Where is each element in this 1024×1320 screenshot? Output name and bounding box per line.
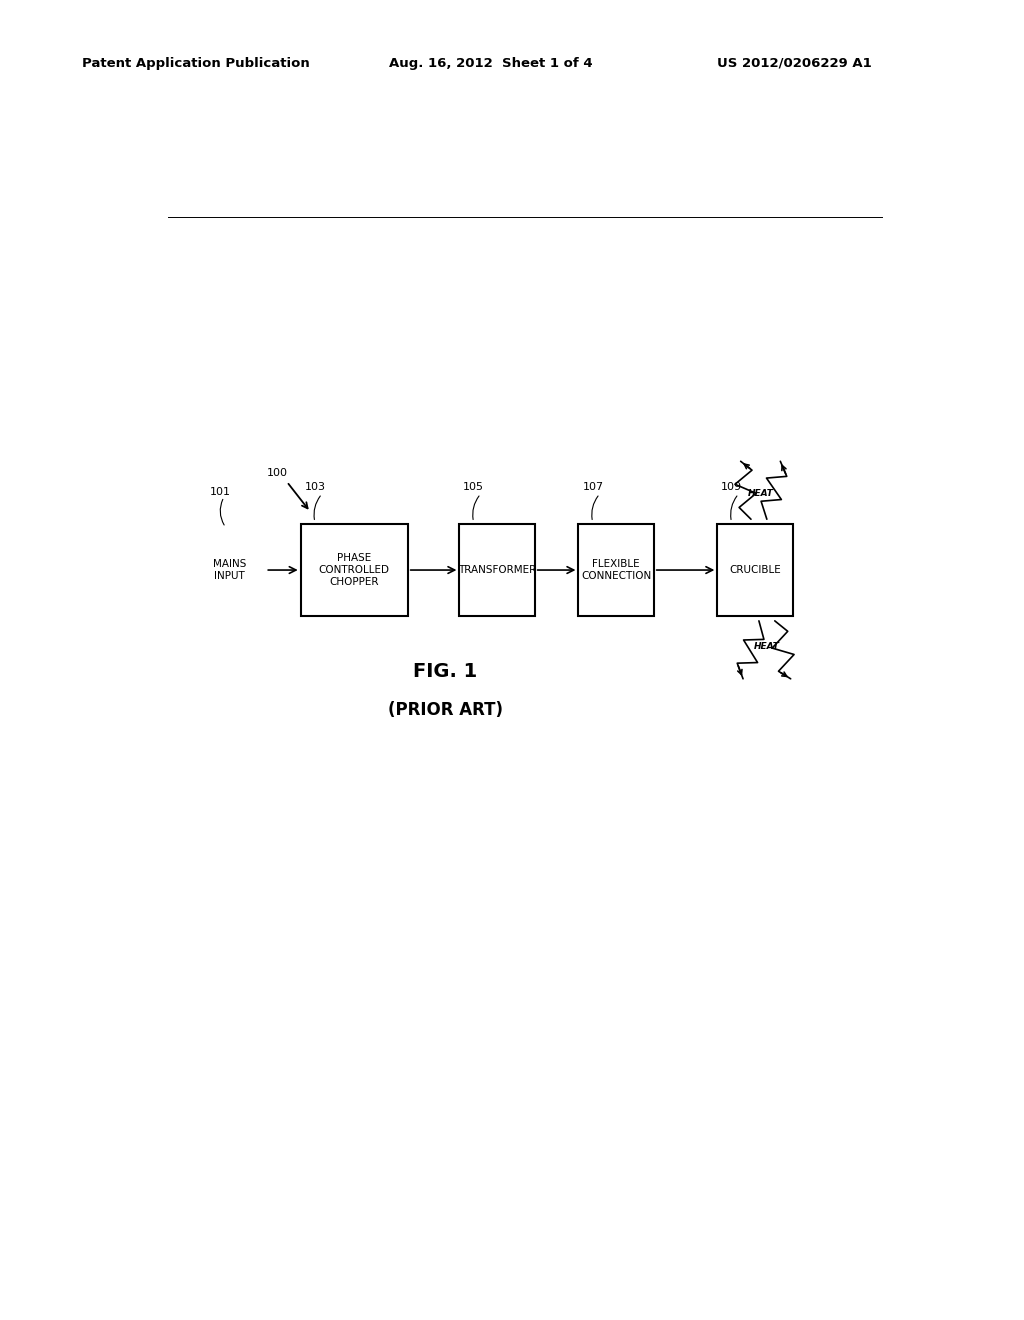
Text: FLEXIBLE
CONNECTION: FLEXIBLE CONNECTION <box>581 560 651 581</box>
Text: Patent Application Publication: Patent Application Publication <box>82 57 309 70</box>
Text: PHASE
CONTROLLED
CHOPPER: PHASE CONTROLLED CHOPPER <box>318 553 390 586</box>
Text: 105: 105 <box>463 482 484 492</box>
Text: HEAT: HEAT <box>748 490 773 499</box>
Text: 100: 100 <box>267 469 288 478</box>
Text: 109: 109 <box>721 482 742 492</box>
Text: MAINS
INPUT: MAINS INPUT <box>213 560 246 581</box>
Text: CRUCIBLE: CRUCIBLE <box>729 565 781 576</box>
Text: FIG. 1: FIG. 1 <box>414 663 477 681</box>
Text: (PRIOR ART): (PRIOR ART) <box>388 701 503 719</box>
Text: 103: 103 <box>304 482 326 492</box>
Text: TRANSFORMER: TRANSFORMER <box>458 565 537 576</box>
Bar <box>717 524 793 616</box>
Bar <box>460 524 535 616</box>
Text: Aug. 16, 2012  Sheet 1 of 4: Aug. 16, 2012 Sheet 1 of 4 <box>389 57 593 70</box>
Text: 107: 107 <box>583 482 603 492</box>
Text: 101: 101 <box>210 487 230 496</box>
Bar <box>579 524 653 616</box>
Text: HEAT: HEAT <box>754 642 780 651</box>
Bar <box>301 524 408 616</box>
Text: US 2012/0206229 A1: US 2012/0206229 A1 <box>717 57 871 70</box>
